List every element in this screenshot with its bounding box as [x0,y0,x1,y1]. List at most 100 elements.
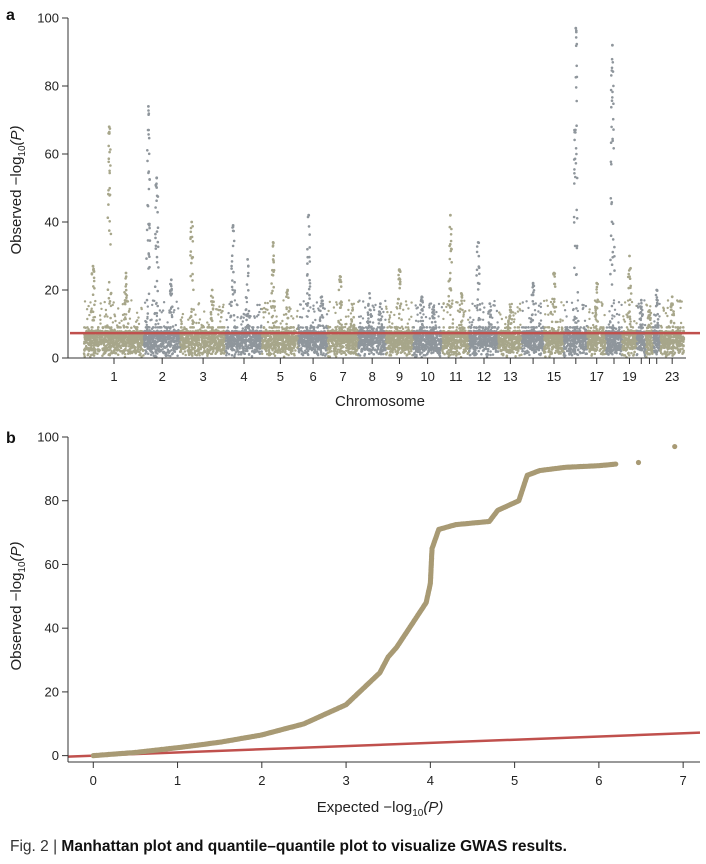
manhattan-point [153,340,157,343]
manhattan-peak-point [308,233,312,236]
manhattan-point [145,344,148,347]
manhattan-peak-point [156,245,160,249]
manhattan-point [364,306,367,309]
manhattan-peak-point [109,148,112,151]
manhattan-point [312,337,316,341]
manhattan-peak-point [273,305,277,308]
manhattan-point [312,307,315,311]
manhattan-point [108,343,112,347]
manhattan-peak-point [90,329,93,332]
manhattan-point [187,344,190,348]
manhattan-point [197,302,201,305]
manhattan-peak-point [377,310,381,313]
manhattan-peak-point [272,285,276,289]
manhattan-point [366,329,369,333]
manhattan-peak-point [211,307,215,310]
manhattan-point [100,342,103,346]
manhattan-point [225,336,228,340]
manhattan-peak-point [157,266,160,269]
manhattan-peak-point [155,194,159,198]
manhattan-point [384,318,387,321]
manhattan-point [134,320,138,323]
manhattan-peak-point [147,109,150,112]
manhattan-point [116,337,120,340]
manhattan-point [269,344,273,348]
manhattan-peak-point [146,149,149,152]
manhattan-point [137,344,140,348]
manhattan-point [106,343,109,346]
manhattan-peak-point [146,128,150,132]
manhattan-point [130,344,134,347]
manhattan-peak-point [247,309,251,313]
manhattan-point [180,334,183,338]
manhattan-point [271,338,274,341]
manhattan-peak-point [108,220,111,223]
manhattan-peak-point [351,328,354,332]
manhattan-point [377,342,380,345]
manhattan-peak-point [124,285,127,288]
manhattan-peak-point [306,304,309,307]
manhattan-point [85,347,89,351]
manhattan-point [108,348,112,351]
manhattan-point [155,314,159,318]
manhattan-peak-point [154,232,157,236]
manhattan-point [245,343,248,347]
manhattan-point [345,335,348,339]
manhattan-point [140,306,143,310]
manhattan-point [215,348,219,352]
manhattan-point [269,342,273,346]
manhattan-point [289,351,293,354]
manhattan-point [107,353,111,356]
manhattan-point [363,352,367,356]
manhattan-point [218,348,222,351]
manhattan-peak-point [124,277,127,280]
manhattan-point [207,335,211,339]
manhattan-point [255,346,258,349]
manhattan-point [297,342,301,345]
manhattan-point [255,315,259,318]
manhattan-point [115,348,118,351]
manhattan-peak-point [368,308,372,312]
manhattan-point [130,326,133,330]
manhattan-point [203,350,207,353]
manhattan-point [347,308,350,312]
manhattan-point [169,354,172,358]
manhattan-peak-point [191,225,194,228]
manhattan-point [275,315,278,318]
manhattan-point [258,310,261,314]
manhattan-point [136,350,140,353]
manhattan-point [385,329,388,333]
manhattan-point [206,351,210,354]
manhattan-point [96,349,100,352]
manhattan-peak-point [272,260,276,264]
manhattan-peak-point [191,319,194,322]
manhattan-point [113,330,116,333]
manhattan-point [319,350,323,353]
manhattan-point [83,300,87,303]
manhattan-peak-top [91,264,95,268]
manhattan-point [352,302,356,305]
manhattan-peak-point [285,306,288,309]
manhattan-peak-point [270,282,273,285]
manhattan-point [302,307,305,310]
manhattan-peak-point [321,304,324,307]
manhattan-point [197,321,201,325]
manhattan-point [217,313,220,316]
manhattan-points [82,26,686,359]
manhattan-peak-point [272,254,276,257]
manhattan-point [83,353,86,356]
manhattan-peak-point [308,293,311,297]
manhattan-peak-point [285,291,288,294]
manhattan-point [292,326,295,329]
manhattan-point [137,346,140,350]
manhattan-point [101,347,104,350]
manhattan-point [276,351,280,354]
manhattan-point [241,327,245,330]
manhattan-point [350,351,354,355]
manhattan-point [354,352,358,356]
manhattan-point [243,352,247,356]
manhattan-point [168,338,171,341]
manhattan-point [269,334,272,338]
manhattan-peak-point [230,254,234,257]
manhattan-point [177,307,180,310]
